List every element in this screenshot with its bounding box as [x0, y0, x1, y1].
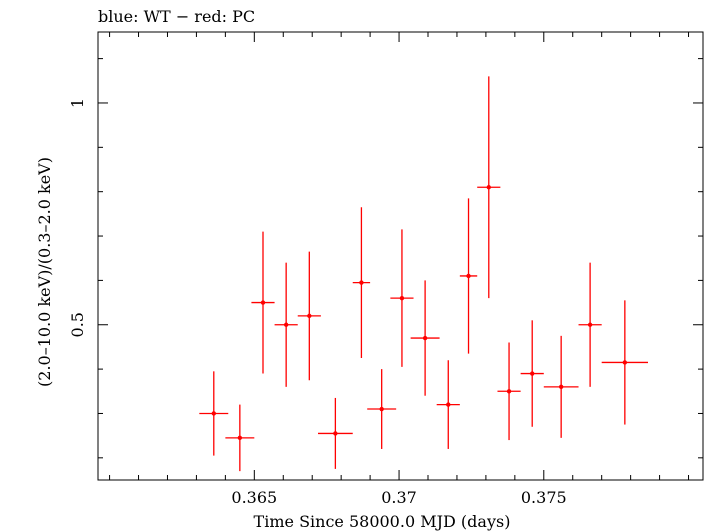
point-marker: [446, 402, 451, 407]
point-marker: [466, 273, 471, 279]
x-tick-label: 0.375: [521, 488, 567, 507]
tick-labels: 0.365 0.37 0.375 0.5 1: [68, 98, 567, 507]
chart-title: blue: WT − red: PC: [98, 7, 255, 26]
data-point: [578, 262, 602, 387]
data-point: [497, 342, 521, 441]
data-point: [297, 251, 321, 381]
data-point: [352, 207, 371, 359]
data-point: [390, 229, 414, 367]
point-marker: [333, 431, 338, 436]
point-marker: [359, 280, 364, 285]
point-marker: [486, 185, 491, 190]
y-tick-label: 0.5: [68, 312, 87, 337]
x-tick-label: 0.365: [231, 488, 277, 507]
point-marker: [307, 313, 312, 319]
data-point: [367, 369, 397, 449]
point-marker: [211, 411, 216, 416]
point-marker: [260, 300, 266, 305]
point-marker: [422, 335, 428, 341]
data-point: [225, 404, 255, 472]
axis-ticks: [98, 32, 703, 480]
point-marker: [587, 322, 593, 327]
point-marker: [506, 389, 512, 394]
y-axis-label: (2.0–10.0 keV)/(0.3–2.0 keV): [35, 157, 54, 387]
point-marker: [283, 322, 289, 327]
point-marker: [622, 360, 628, 365]
x-tick-label: 0.37: [381, 488, 417, 507]
x-axis-label: Time Since 58000.0 MJD (days): [254, 512, 511, 531]
data-point: [410, 280, 440, 396]
data-point: [199, 371, 229, 456]
point-marker: [379, 406, 384, 412]
data-point: [477, 76, 501, 299]
point-marker: [530, 371, 535, 376]
data-point: [436, 360, 460, 449]
data-points: [199, 76, 648, 472]
data-point: [251, 231, 275, 374]
data-point: [543, 335, 579, 438]
plot-frame: [97, 31, 704, 481]
data-point: [318, 397, 353, 469]
y-tick-label: 1: [68, 98, 87, 108]
point-marker: [558, 384, 564, 390]
data-point: [274, 262, 298, 387]
data-point: [601, 300, 648, 425]
data-point: [520, 320, 544, 427]
point-marker: [237, 435, 243, 441]
data-point: [459, 198, 478, 354]
point-marker: [399, 295, 405, 301]
